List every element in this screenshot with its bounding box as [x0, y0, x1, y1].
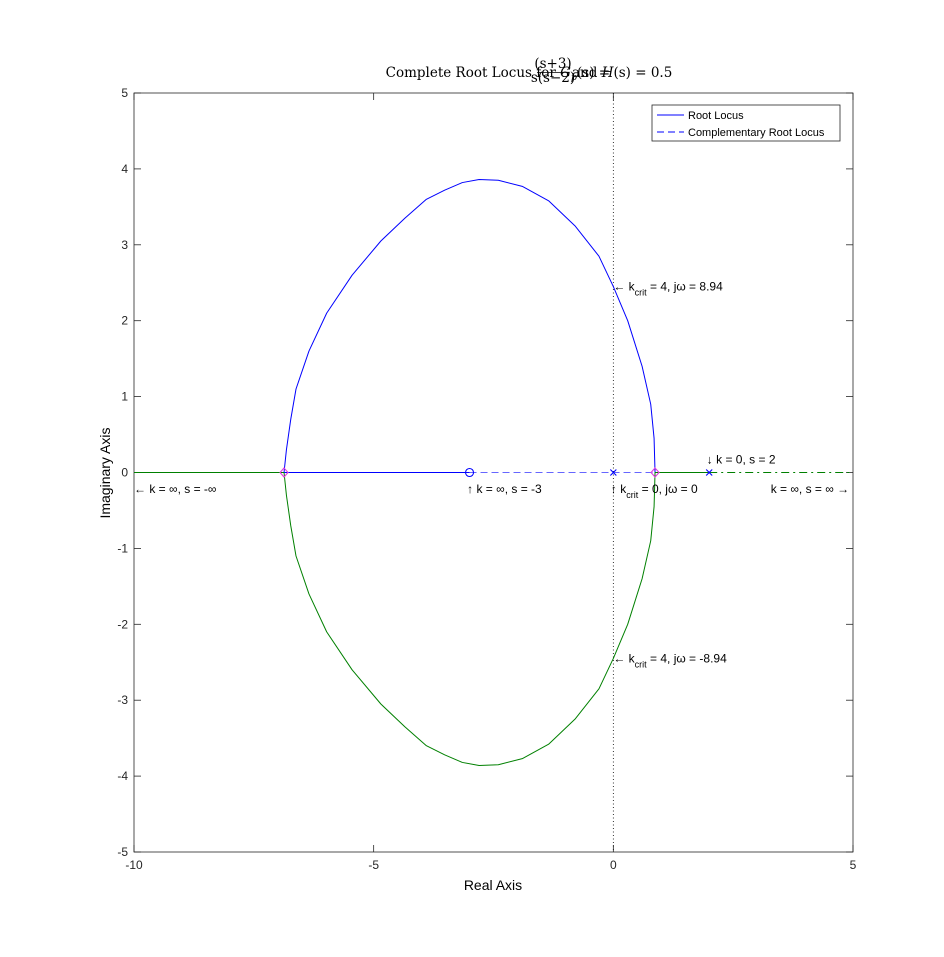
y-tick-label: -5 — [117, 845, 128, 859]
y-tick-label: 5 — [121, 86, 128, 100]
annotation-k-zero-pole: ↓ k = 0, s = 2 — [707, 453, 776, 467]
y-tick-label: 1 — [121, 390, 128, 404]
marker-layer — [279, 467, 713, 478]
chart-title: Complete Root Locus for Gp(s) = ​ — [386, 65, 615, 83]
y-tick-label: -2 — [117, 617, 128, 631]
legend-label-root-locus: Root Locus — [688, 110, 744, 122]
legend-label-complementary: Complementary Root Locus — [688, 127, 825, 139]
series-upper-arc — [283, 179, 656, 473]
axis-ticks — [133, 92, 854, 853]
annotation-layer: ← kcrit = 4, jω = 8.94 ← kcrit = 4, jω = … — [134, 280, 849, 670]
y-tick-label: -4 — [117, 769, 128, 783]
y-tick-label: 3 — [121, 238, 128, 252]
x-tick-label: -10 — [125, 858, 143, 872]
series-lower-arc — [283, 472, 656, 766]
y-tick-label: -3 — [117, 693, 128, 707]
title-suffix: and H(s) = 0.5 — [572, 65, 672, 81]
y-axis-label: Imaginary Axis — [97, 427, 113, 518]
title-fraction-denominator: s(s−2) — [531, 70, 575, 86]
title-fraction: (s+3) s(s−2) and H(s) = 0.5 — [531, 56, 672, 86]
breakpoint-marker — [650, 467, 660, 478]
y-tick-label: 4 — [121, 162, 128, 176]
annotation-kcrit-lower: ← kcrit = 4, jω = -8.94 — [613, 651, 727, 669]
title-fraction-numerator: (s+3) — [534, 56, 571, 72]
x-tick-label: 0 — [610, 858, 617, 872]
annotation-kcrit-upper: ← kcrit = 4, jω = 8.94 — [613, 280, 723, 298]
y-tick-label: 0 — [121, 466, 128, 480]
annotation-k-inf-left: ← k = ∞, s = -∞ — [134, 482, 216, 496]
x-tick-label: -5 — [368, 858, 379, 872]
annotation-k-inf-zero: ↑ k = ∞, s = -3 — [467, 482, 542, 496]
x-tick-label: 5 — [850, 858, 857, 872]
pole-marker — [609, 469, 617, 476]
annotation-k-inf-right: k = ∞, s = ∞ → — [771, 482, 849, 496]
x-axis-label: Real Axis — [464, 877, 522, 893]
y-tick-label: -1 — [117, 541, 128, 555]
legend: Root Locus Complementary Root Locus — [651, 104, 841, 142]
zero-marker — [464, 467, 475, 478]
series-layer — [134, 179, 853, 766]
y-tick-label: 2 — [121, 314, 128, 328]
legend-box — [651, 104, 841, 142]
pole-marker — [705, 469, 713, 476]
annotation-kcrit-origin: ↑ kcrit = 0, jω = 0 — [611, 482, 698, 500]
breakpoint-marker — [279, 467, 289, 478]
